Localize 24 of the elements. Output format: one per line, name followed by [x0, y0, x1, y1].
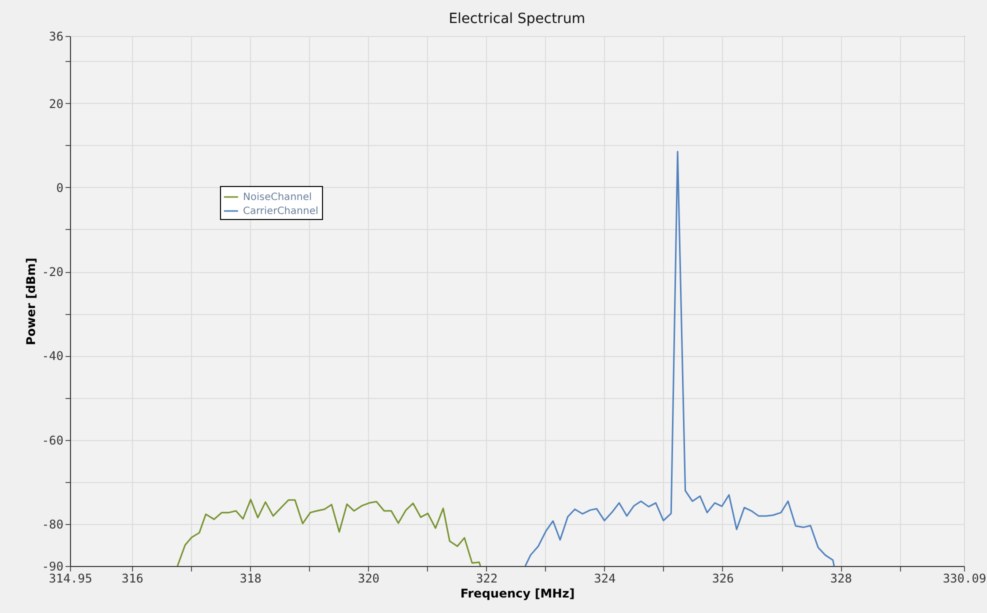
x-tick-label: 330.09	[942, 572, 986, 586]
x-tick-label: 324	[594, 572, 616, 586]
x-tick-label: 328	[830, 572, 852, 586]
legend-label: CarrierChannel	[243, 206, 318, 217]
legend-label: NoiseChannel	[243, 192, 312, 203]
y-tick-label: -20	[42, 265, 64, 280]
x-tick-label: 322	[476, 572, 498, 586]
y-tick-label: 20	[49, 96, 64, 111]
chart-title: Electrical Spectrum	[448, 11, 586, 27]
x-tick-label: 316	[122, 572, 144, 586]
x-axis-title: Frequency [MHz]	[460, 586, 575, 600]
y-tick-label: -80	[42, 517, 64, 532]
x-tick-label: 318	[240, 572, 262, 586]
y-tick-label: 36	[49, 30, 64, 44]
y-tick-label: -90	[42, 560, 64, 574]
y-tick-label: 0	[56, 180, 64, 195]
line-series	[176, 498, 482, 566]
y-axis-title: Power [dBm]	[24, 258, 38, 346]
y-tick-label: -40	[42, 349, 64, 364]
x-tick-label: 320	[358, 572, 380, 586]
x-tick-label: 326	[712, 572, 734, 586]
y-tick-label: -60	[42, 433, 64, 448]
x-tick-label: 314.95	[48, 572, 92, 586]
line-series	[524, 150, 835, 566]
